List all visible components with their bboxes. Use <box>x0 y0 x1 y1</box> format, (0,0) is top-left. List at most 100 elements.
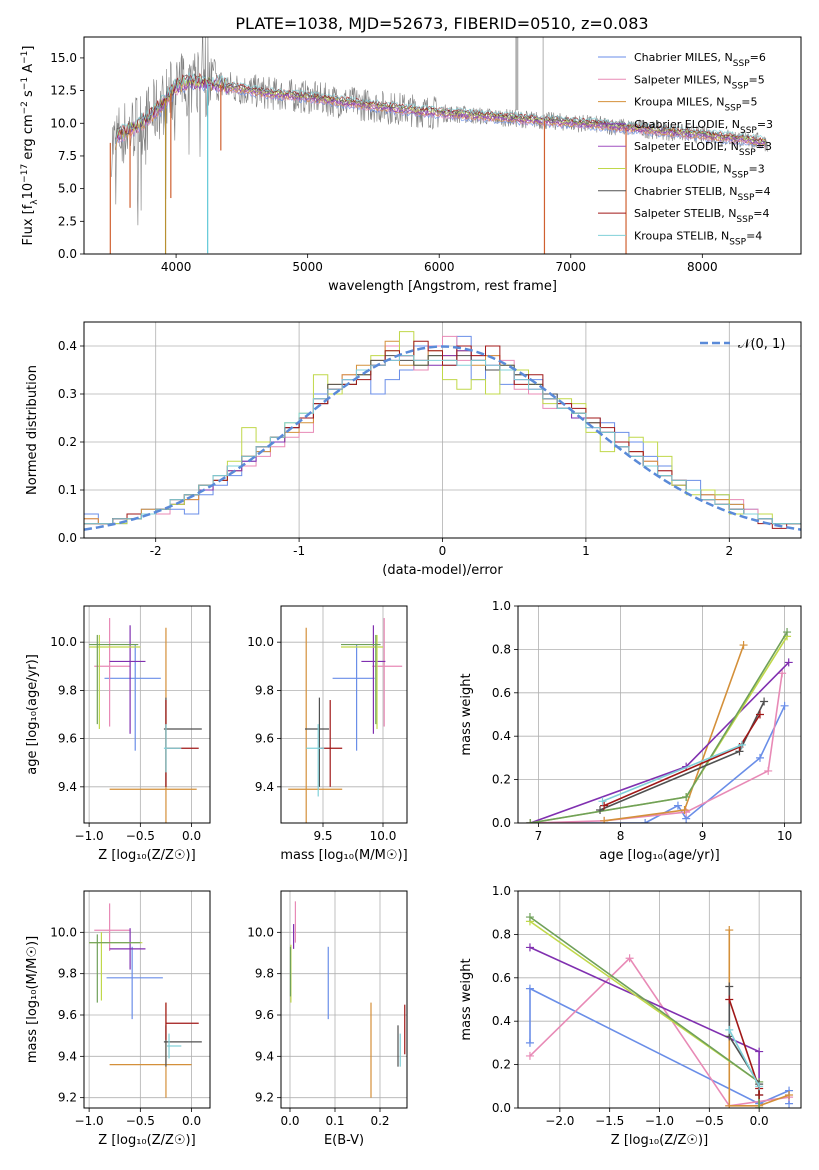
y-tick-label: 0.8 <box>492 642 511 656</box>
plot-frame <box>83 36 802 255</box>
x-axis-label: Z [log₁₀(Z/Z☉)] <box>98 1133 195 1148</box>
mass-weight-vs-age-panel: 7 8 9 10 0.0 0.2 0.4 0.6 0.8 1.0 age [log₁₀(age/yr… <box>459 599 802 863</box>
model-spectrum-line <box>115 72 766 144</box>
data-point <box>525 1051 534 1060</box>
y-tick-label: 9.6 <box>255 1008 274 1022</box>
x-tick-label: -1 <box>293 544 305 558</box>
y-tick-label: 9.8 <box>58 683 77 697</box>
residual-histograms <box>84 331 801 531</box>
data-point <box>682 792 691 801</box>
plot-frame <box>83 605 211 824</box>
spectrum-legend: Chabrier MILES, NSSP=6 Salpeter MILES, NS… <box>598 51 773 247</box>
mass-vs-EBV-panel: 0.0 0.1 0.2 9.2 9.4 9.6 9.8 10.0 E(B-V) <box>247 890 408 1148</box>
legend-label: Chabrier STELIB, NSSP=4 <box>634 185 771 203</box>
data-point <box>755 1104 764 1108</box>
mass-weight-lines <box>525 913 794 1108</box>
x-tick-label: 6000 <box>424 260 455 274</box>
y-tick-label: 9.8 <box>255 683 274 697</box>
x-tick-label: −0.5 <box>126 829 155 843</box>
y-tick-label: 12.5 <box>50 84 77 98</box>
x-tick-label: 0.0 <box>280 1114 299 1128</box>
series-line <box>728 1029 760 1087</box>
y-tick-label: 9.2 <box>255 1091 274 1105</box>
y-axis-label: mass [log₁₀(M/M☉)] <box>25 936 40 1063</box>
y-tick-label: 9.4 <box>255 1049 274 1063</box>
x-tick-label: 2 <box>725 544 733 558</box>
data-point <box>596 805 605 814</box>
data-point <box>784 658 793 667</box>
x-tick-label: −1.0 <box>645 1114 674 1128</box>
data-point <box>673 801 682 810</box>
data-point <box>526 819 535 823</box>
legend-label: Salpeter MILES, NSSP=5 <box>634 73 765 91</box>
y-tick-label: 10.0 <box>50 925 77 939</box>
data-point <box>755 753 764 762</box>
data-point <box>598 797 607 806</box>
x-tick-label: −1.5 <box>595 1114 624 1128</box>
data-point <box>725 1025 734 1034</box>
error-crosses <box>89 903 202 1098</box>
plot-frame <box>517 605 802 824</box>
y-tick-label: 0.2 <box>58 435 77 449</box>
y-tick-label: 10.0 <box>247 925 274 939</box>
data-point <box>764 766 773 775</box>
error-crosses <box>289 901 406 1098</box>
legend-label: 𝒩(0, 1) <box>738 337 785 352</box>
y-tick-label: 10.0 <box>50 635 77 649</box>
error-crosses <box>89 618 202 823</box>
data-point <box>725 982 734 991</box>
y-tick-label: 0.2 <box>492 1058 511 1072</box>
y-axis-label: mass weight <box>459 958 474 1040</box>
data-point <box>600 801 609 810</box>
x-tick-label: -2 <box>150 544 162 558</box>
x-tick-label: 0 <box>439 544 447 558</box>
y-tick-label: 0.0 <box>58 247 77 261</box>
residuals-panel: -2 -1 0 1 2 0.0 0.1 0.2 0.3 0.4 (data-model)/error… <box>25 321 802 578</box>
y-tick-label: 9.4 <box>58 1049 77 1063</box>
x-tick-label: −0.5 <box>126 1114 155 1128</box>
series-line <box>529 946 760 1108</box>
figure-title: PLATE=1038, MJD=52673, FIBERID=0510, z=0… <box>235 14 648 33</box>
age-vs-Z-panel: −1.0 −0.5 0.0 9.4 9.6 9.8 10.0 Z [log₁₀(Z/Z☉)] a… <box>25 605 211 863</box>
data-point <box>625 954 634 963</box>
plot-frame <box>83 321 802 539</box>
y-tick-label: 0.8 <box>492 927 511 941</box>
y-tick-label: 9.8 <box>58 967 77 981</box>
series-line <box>728 999 760 1095</box>
legend-label: Chabrier ELODIE, NSSP=3 <box>634 118 773 136</box>
x-tick-label: 7000 <box>555 260 586 274</box>
y-tick-label: 15.0 <box>50 51 77 65</box>
x-tick-label: 0.0 <box>182 1114 201 1128</box>
y-tick-label: 0.4 <box>492 729 511 743</box>
y-tick-label: 9.2 <box>58 1091 77 1105</box>
x-tick-label: 10.0 <box>370 829 397 843</box>
data-point <box>760 697 769 706</box>
y-tick-label: 9.6 <box>58 1008 77 1022</box>
plot-frame <box>83 890 211 1109</box>
y-tick-label: 9.8 <box>255 967 274 981</box>
error-crosses <box>288 618 403 823</box>
legend-label: Chabrier MILES, NSSP=6 <box>634 51 766 69</box>
x-tick-label: 5000 <box>292 260 323 274</box>
y-tick-label: 10.0 <box>247 635 274 649</box>
data-point <box>600 816 609 823</box>
series-line <box>529 920 760 1108</box>
y-tick-label: 9.6 <box>58 732 77 746</box>
series-line <box>530 635 788 823</box>
gaussian-curve <box>84 345 801 531</box>
x-tick-label: 8 <box>617 829 625 843</box>
plot-frame <box>280 605 408 824</box>
data-point <box>525 913 534 922</box>
series-line <box>602 744 743 803</box>
x-axis-label: wavelength [Angstrom, rest frame] <box>328 279 557 294</box>
y-axis-label: Normed distribution <box>25 365 40 495</box>
x-tick-label: 10 <box>777 829 792 843</box>
x-tick-label: 0.0 <box>182 829 201 843</box>
y-tick-label: 0.3 <box>58 387 77 401</box>
data-point <box>755 1047 764 1056</box>
data-point <box>785 1090 794 1099</box>
x-axis-label: E(B-V) <box>324 1133 364 1148</box>
legend-label: Kroupa STELIB, NSSP=4 <box>634 229 762 247</box>
y-tick-label: 9.4 <box>58 780 77 794</box>
data-point <box>737 740 746 749</box>
